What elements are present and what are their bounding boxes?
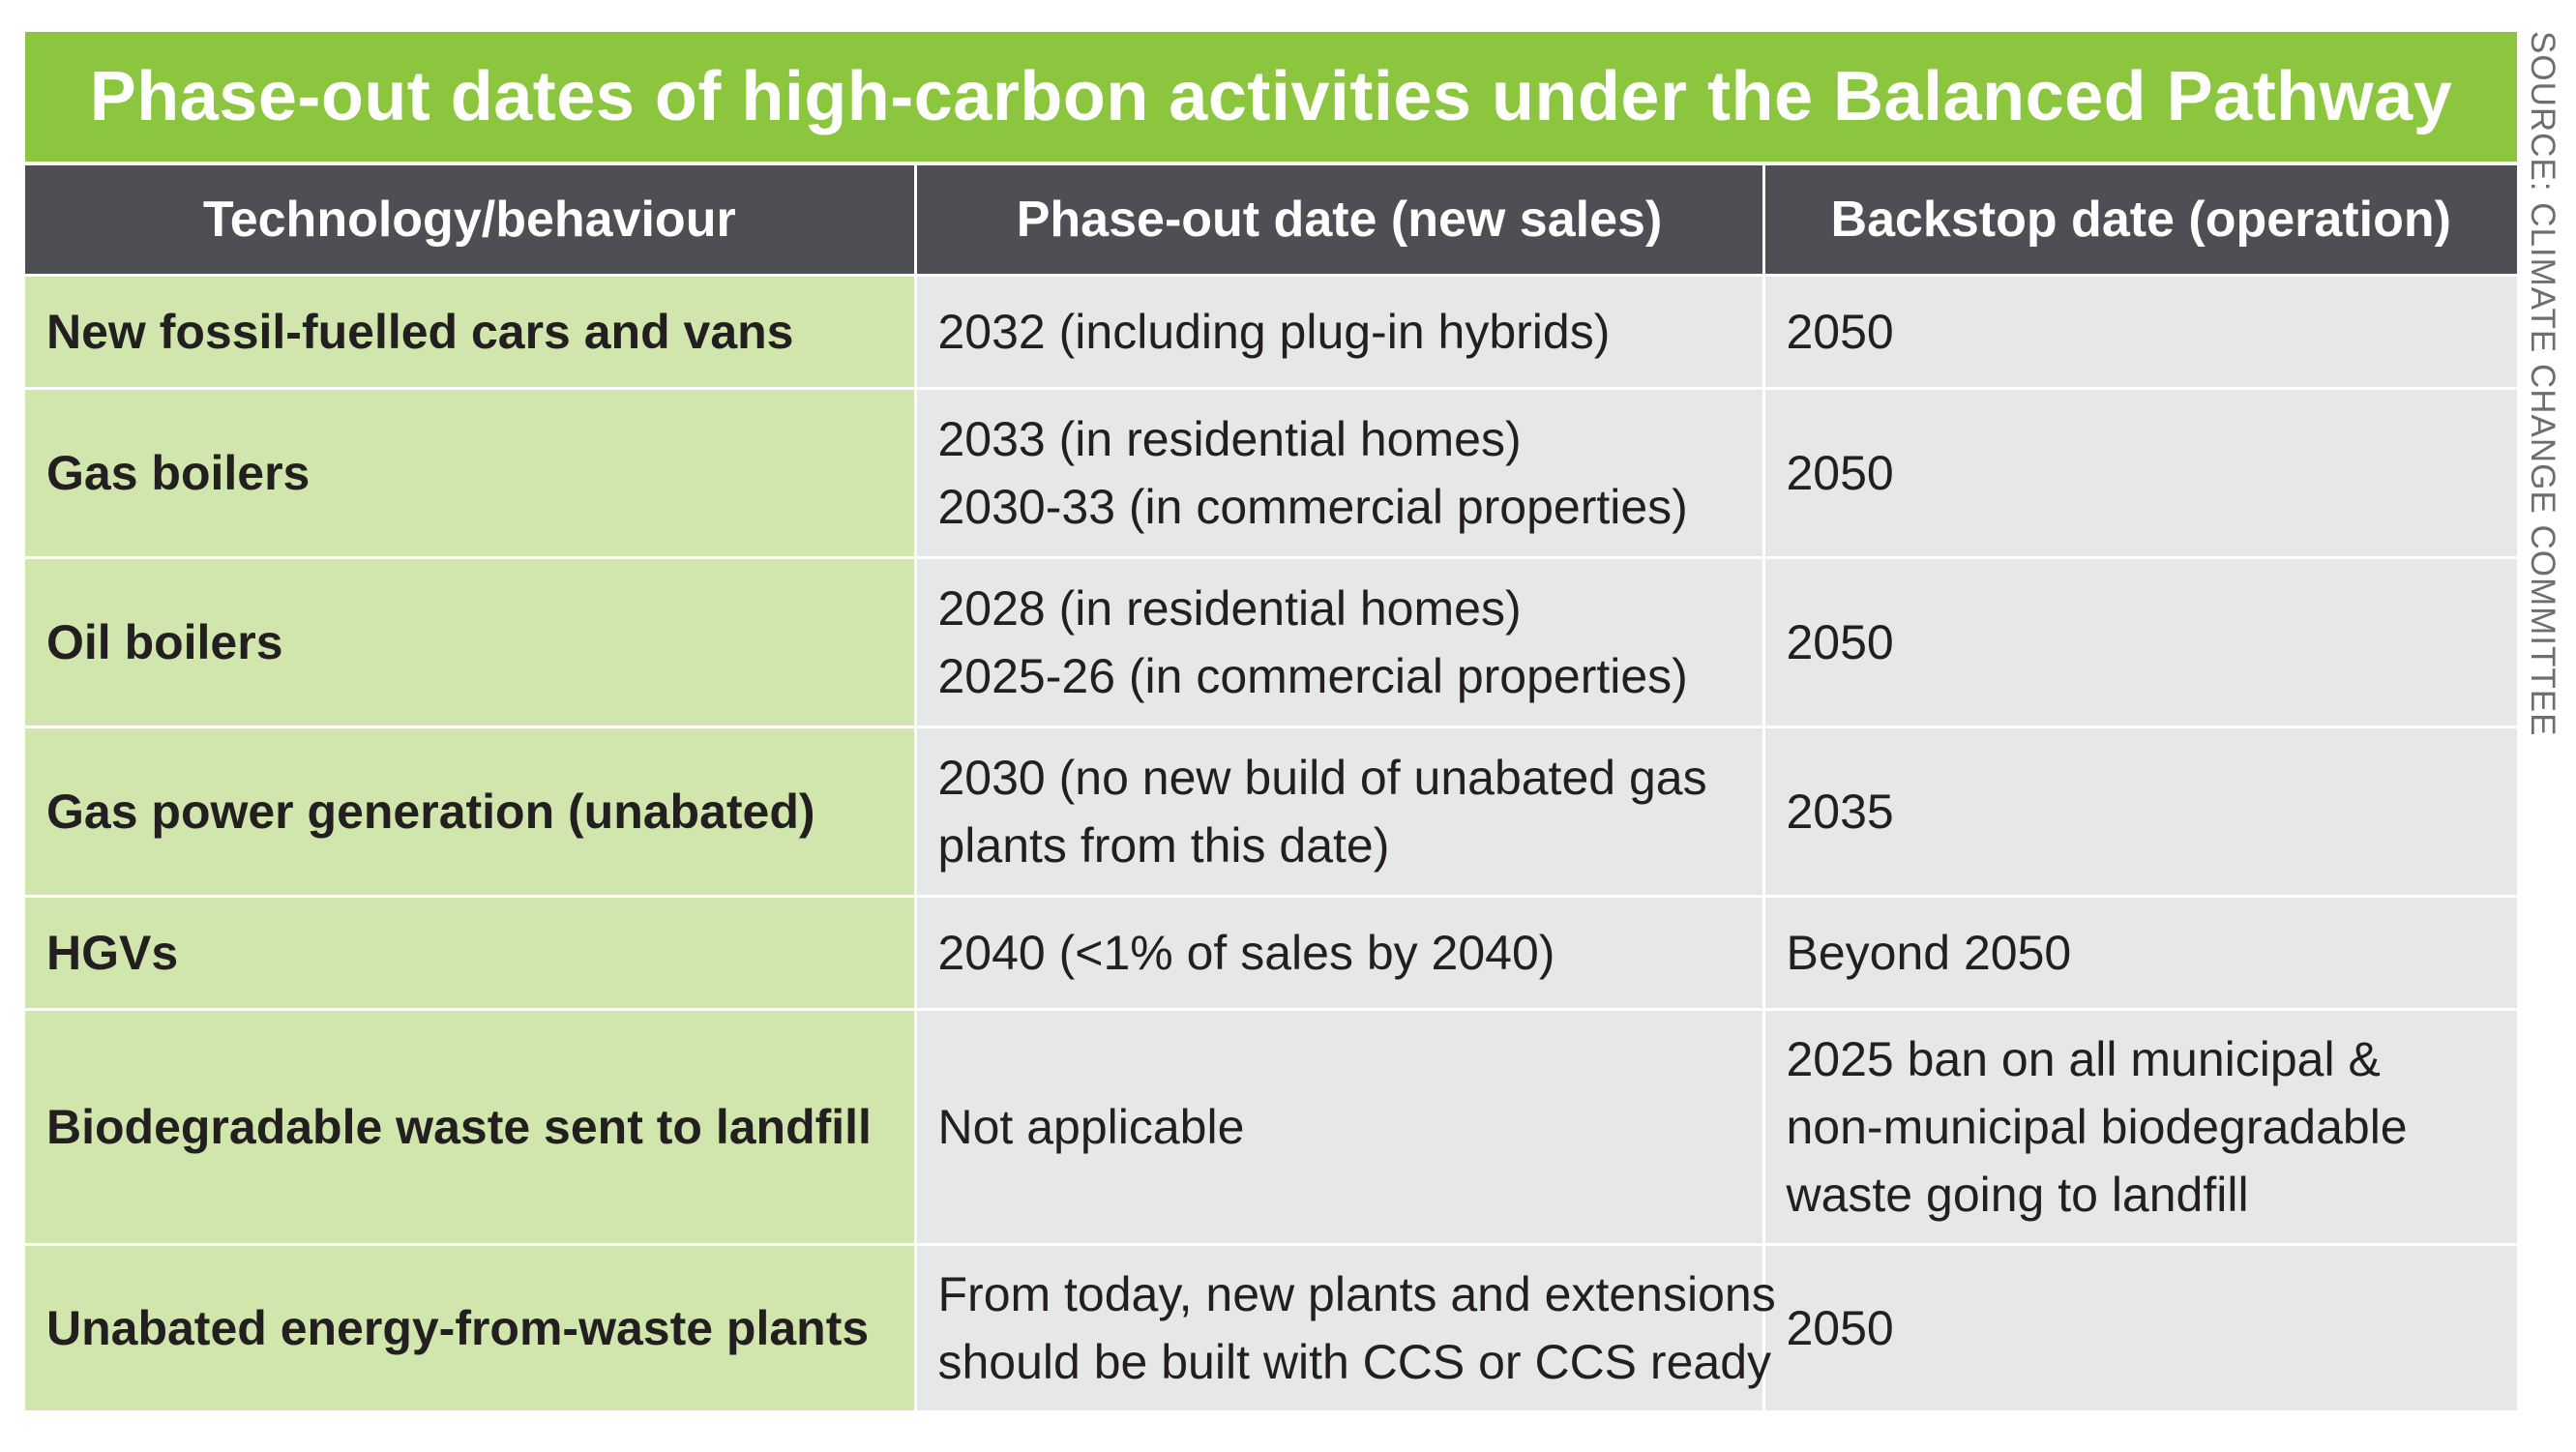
cell-line: 2025 ban on all municipal & <box>1786 1032 2381 1086</box>
tech-cell: Gas power generation (unabated) <box>25 726 917 897</box>
cell-line: plants from this date) <box>937 818 1390 873</box>
phase-out-cell: 2028 (in residential homes) 2025-26 (in … <box>915 556 1765 727</box>
cell-line: 2050 <box>1786 615 1894 669</box>
cell-line: non-municipal biodegradable <box>1786 1100 2408 1154</box>
table-row: Biodegradable waste sent to landfill Not… <box>25 1008 2517 1245</box>
table-row: HGVs 2040 (<1% of sales by 2040) Beyond … <box>25 895 2517 1010</box>
cell-line: 2035 <box>1786 785 1894 839</box>
cell-line: From today, new plants and extensions <box>937 1267 1776 1321</box>
header-backstop-date: Backstop date (operation) <box>1763 165 2517 276</box>
title-banner: Phase-out dates of high-carbon activitie… <box>25 32 2517 162</box>
phase-out-table-graphic: Phase-out dates of high-carbon activitie… <box>25 32 2517 1410</box>
tech-cell: New fossil-fuelled cars and vans <box>25 274 917 389</box>
cell-line: 2030 (no new build of unabated gas <box>937 751 1707 805</box>
cell-line: 2032 (including plug-in hybrids) <box>937 305 1611 359</box>
cell-line: waste going to landfill <box>1786 1168 2249 1222</box>
table-row: Oil boilers 2028 (in residential homes) … <box>25 556 2517 727</box>
backstop-cell: 2050 <box>1763 556 2517 727</box>
cell-line: 2050 <box>1786 1301 1894 1355</box>
backstop-cell: Beyond 2050 <box>1763 895 2517 1010</box>
phase-out-cell: From today, new plants and extensions sh… <box>915 1243 1776 1410</box>
tech-cell: Oil boilers <box>25 556 917 727</box>
cell-line: 2050 <box>1786 305 1894 359</box>
phase-out-cell: Not applicable <box>915 1008 1765 1245</box>
cell-line: Beyond 2050 <box>1786 926 2072 980</box>
cell-line: 2040 (<1% of sales by 2040) <box>937 926 1555 980</box>
page-title: Phase-out dates of high-carbon activitie… <box>89 58 2453 135</box>
cell-line: should be built with CCS or CCS ready <box>937 1335 1772 1389</box>
tech-cell: Unabated energy-from-waste plants <box>25 1243 917 1410</box>
phase-out-cell: 2033 (in residential homes) 2030-33 (in … <box>915 387 1765 558</box>
tech-cell: HGVs <box>25 895 917 1010</box>
tech-cell: Biodegradable waste sent to landfill <box>25 1008 917 1245</box>
cell-line: 2033 (in residential homes) <box>937 412 1522 466</box>
tech-cell: Gas boilers <box>25 387 917 558</box>
cell-line: 2030-33 (in commercial properties) <box>937 480 1688 534</box>
cell-line: 2025-26 (in commercial properties) <box>937 649 1688 703</box>
cell-line: 2028 (in residential homes) <box>937 581 1522 636</box>
phase-out-cell: 2032 (including plug-in hybrids) <box>915 274 1765 389</box>
cell-line: Not applicable <box>937 1100 1245 1154</box>
backstop-cell: 2050 <box>1763 274 2517 389</box>
table-row: Gas boilers 2033 (in residential homes) … <box>25 387 2517 558</box>
phase-out-table: Technology/behaviour Phase-out date (new… <box>25 165 2517 1410</box>
table-header-row: Technology/behaviour Phase-out date (new… <box>25 165 2517 276</box>
table-row: Unabated energy-from-waste plants From t… <box>25 1243 2517 1410</box>
backstop-cell: 2035 <box>1763 726 2517 897</box>
cell-line: 2050 <box>1786 446 1894 500</box>
backstop-cell: 2025 ban on all municipal & non-municipa… <box>1763 1008 2517 1245</box>
table-row: New fossil-fuelled cars and vans 2032 (i… <box>25 274 2517 389</box>
source-credit: SOURCE: CLIMATE CHANGE COMMITTEE <box>2521 31 2563 736</box>
phase-out-cell: 2040 (<1% of sales by 2040) <box>915 895 1765 1010</box>
header-technology: Technology/behaviour <box>25 165 917 276</box>
backstop-cell: 2050 <box>1763 387 2517 558</box>
source-text: SOURCE: CLIMATE CHANGE COMMITTEE <box>2524 31 2561 737</box>
table-row: Gas power generation (unabated) 2030 (no… <box>25 726 2517 897</box>
header-phase-out-date: Phase-out date (new sales) <box>915 165 1765 276</box>
phase-out-cell: 2030 (no new build of unabated gas plant… <box>915 726 1765 897</box>
backstop-cell: 2050 <box>1763 1243 2517 1410</box>
